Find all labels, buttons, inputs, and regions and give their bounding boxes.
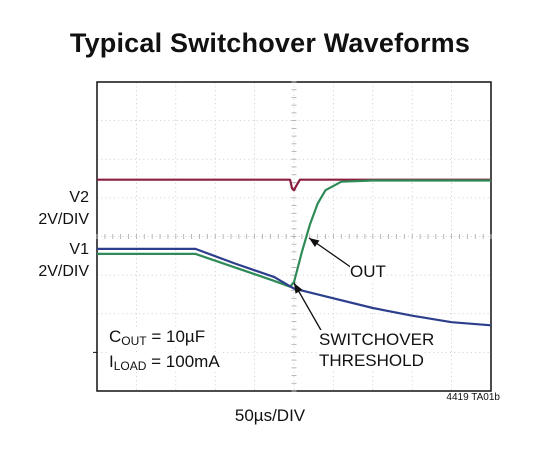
annotation-arrows (293, 237, 353, 333)
iload-annotation: ILOAD = 100mA (109, 352, 220, 372)
cout-value: = 10µF (146, 327, 206, 346)
plot-grid (97, 82, 491, 391)
switchover-annotation-line1: SWITCHOVER (319, 330, 435, 350)
channel-v2-label: V2 (69, 189, 89, 206)
x-axis-label: 50µs/DIV (234, 406, 306, 425)
channel-v1-label: V1 (69, 241, 89, 258)
cout-symbol: C (109, 327, 122, 346)
cout-annotation: COUT = 10µF (109, 327, 206, 348)
chart-title: Typical Switchover Waveforms (69, 28, 471, 58)
figure-code: 4419 TA01b (446, 392, 500, 403)
iload-symbol: I (109, 352, 114, 371)
iload-subscript: LOAD (113, 359, 147, 373)
cout-subscript: OUT (121, 334, 147, 348)
switchover-arrow-head (294, 283, 303, 294)
trace-out (97, 179, 491, 288)
switchover-annotation-line2: THRESHOLD (319, 351, 424, 371)
out-annotation: OUT (350, 262, 386, 282)
trace-v2 (97, 178, 491, 192)
channel-v1-scale: 2V/DIV (38, 263, 89, 280)
trace-v1 (97, 247, 492, 327)
channel-v2-scale: 2V/DIV (38, 211, 89, 228)
iload-value: = 100mA (146, 352, 220, 371)
center-ticks (93, 81, 492, 392)
out-arrow-head (309, 238, 320, 248)
traces (97, 178, 492, 327)
